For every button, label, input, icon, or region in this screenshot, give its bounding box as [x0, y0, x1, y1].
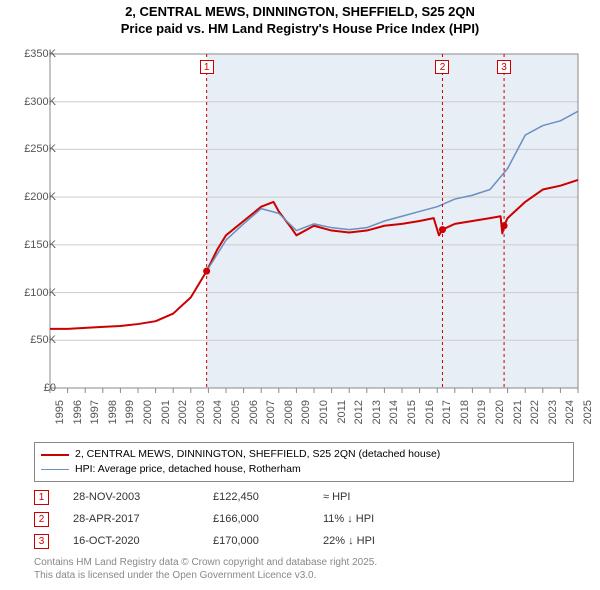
- x-axis-label: 2010: [318, 400, 330, 424]
- sale-delta: 22% ↓ HPI: [323, 535, 443, 547]
- x-axis-label: 2002: [177, 400, 189, 424]
- x-axis-label: 2004: [212, 400, 224, 424]
- x-axis-label: 2006: [248, 400, 260, 424]
- y-axis-label: £100K: [0, 287, 56, 299]
- footer-line-2: This data is licensed under the Open Gov…: [34, 569, 377, 582]
- x-axis-label: 1997: [89, 400, 101, 424]
- sale-price: £166,000: [213, 513, 323, 525]
- x-axis-label: 1996: [72, 400, 84, 424]
- legend-swatch-icon: [41, 469, 69, 470]
- chart-plot-area: [44, 48, 584, 398]
- sale-date: 28-APR-2017: [73, 513, 213, 525]
- x-axis-label: 2021: [512, 400, 524, 424]
- legend: 2, CENTRAL MEWS, DINNINGTON, SHEFFIELD, …: [34, 442, 574, 482]
- chart-svg: [44, 48, 584, 398]
- sale-marker-icon: 3: [34, 534, 49, 549]
- table-row: 1 28-NOV-2003 £122,450 ≈ HPI: [34, 486, 443, 508]
- chart-container: 2, CENTRAL MEWS, DINNINGTON, SHEFFIELD, …: [0, 0, 600, 590]
- x-axis-label: 2023: [547, 400, 559, 424]
- sale-marker-flag: 2: [435, 60, 449, 74]
- legend-item: HPI: Average price, detached house, Roth…: [41, 462, 567, 477]
- x-axis-label: 2017: [441, 400, 453, 424]
- y-axis-label: £200K: [0, 191, 56, 203]
- y-axis-label: £350K: [0, 48, 56, 60]
- x-axis-label: 2018: [459, 400, 471, 424]
- footer-line-1: Contains HM Land Registry data © Crown c…: [34, 556, 377, 569]
- x-axis-label: 2001: [160, 400, 172, 424]
- sale-marker-flag: 3: [497, 60, 511, 74]
- chart-title: 2, CENTRAL MEWS, DINNINGTON, SHEFFIELD, …: [0, 0, 600, 38]
- sales-table: 1 28-NOV-2003 £122,450 ≈ HPI 2 28-APR-20…: [34, 486, 443, 552]
- y-axis-label: £300K: [0, 96, 56, 108]
- sale-delta: 11% ↓ HPI: [323, 513, 443, 525]
- x-axis-label: 1998: [107, 400, 119, 424]
- legend-label: 2, CENTRAL MEWS, DINNINGTON, SHEFFIELD, …: [75, 447, 440, 462]
- x-axis-label: 1995: [54, 400, 66, 424]
- legend-label: HPI: Average price, detached house, Roth…: [75, 462, 301, 477]
- sale-delta: ≈ HPI: [323, 491, 443, 503]
- x-axis-label: 2020: [494, 400, 506, 424]
- y-axis-label: £250K: [0, 143, 56, 155]
- sale-marker-flag: 1: [200, 60, 214, 74]
- x-axis-label: 2015: [406, 400, 418, 424]
- x-axis-label: 2022: [529, 400, 541, 424]
- x-axis-label: 2009: [300, 400, 312, 424]
- x-axis-label: 2007: [265, 400, 277, 424]
- sale-price: £122,450: [213, 491, 323, 503]
- x-axis-label: 1999: [124, 400, 136, 424]
- y-axis-label: £50K: [0, 334, 56, 346]
- legend-swatch-icon: [41, 454, 69, 456]
- y-axis-label: £150K: [0, 239, 56, 251]
- sale-price: £170,000: [213, 535, 323, 547]
- x-axis-label: 2024: [564, 400, 576, 424]
- footer-attribution: Contains HM Land Registry data © Crown c…: [34, 556, 377, 582]
- x-axis-label: 2025: [582, 400, 594, 424]
- x-axis-label: 2005: [230, 400, 242, 424]
- x-axis-label: 2003: [195, 400, 207, 424]
- x-axis-label: 2013: [371, 400, 383, 424]
- table-row: 3 16-OCT-2020 £170,000 22% ↓ HPI: [34, 530, 443, 552]
- title-line-1: 2, CENTRAL MEWS, DINNINGTON, SHEFFIELD, …: [0, 4, 600, 21]
- y-axis-label: £0: [0, 382, 56, 394]
- sale-marker-icon: 1: [34, 490, 49, 505]
- x-axis-label: 2019: [476, 400, 488, 424]
- legend-item: 2, CENTRAL MEWS, DINNINGTON, SHEFFIELD, …: [41, 447, 567, 462]
- x-axis-label: 2011: [336, 400, 348, 424]
- title-line-2: Price paid vs. HM Land Registry's House …: [0, 21, 600, 38]
- sale-date: 16-OCT-2020: [73, 535, 213, 547]
- x-axis-label: 2008: [283, 400, 295, 424]
- sale-marker-icon: 2: [34, 512, 49, 527]
- x-axis-label: 2016: [424, 400, 436, 424]
- x-axis-label: 2000: [142, 400, 154, 424]
- x-axis-label: 2012: [353, 400, 365, 424]
- sale-date: 28-NOV-2003: [73, 491, 213, 503]
- table-row: 2 28-APR-2017 £166,000 11% ↓ HPI: [34, 508, 443, 530]
- x-axis-label: 2014: [388, 400, 400, 424]
